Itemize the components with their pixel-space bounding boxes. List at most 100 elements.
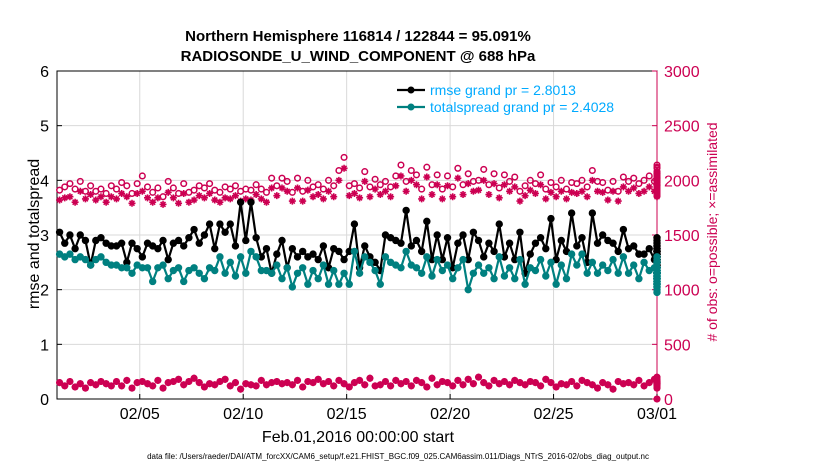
- y-tick-label-right: 0: [664, 392, 673, 409]
- obs-possible-marker: [350, 180, 358, 188]
- obs-possible-marker: [268, 174, 276, 182]
- obs-assimilated-marker: [87, 191, 95, 199]
- obs-assimilated-marker: [423, 173, 431, 181]
- obs-assimilated-marker: [262, 381, 270, 389]
- obs-assimilated-marker: [433, 181, 441, 189]
- totalspread-point: [330, 266, 338, 275]
- obs-assimilated-marker: [625, 187, 633, 195]
- obs-assimilated-marker: [531, 379, 539, 387]
- obs-possible-marker: [56, 186, 64, 194]
- obs-assimilated-marker: [387, 193, 395, 201]
- totalspread-point: [123, 264, 131, 272]
- obs-assimilated-marker: [200, 383, 208, 391]
- rmse-point: [216, 220, 224, 228]
- obs-assimilated-marker: [599, 379, 607, 387]
- obs-assimilated-marker: [164, 188, 172, 196]
- obs-assimilated-marker: [118, 189, 126, 197]
- rmse-point: [293, 253, 302, 261]
- totalspread-point: [195, 269, 203, 277]
- rmse-point: [402, 206, 410, 215]
- obs-assimilated-marker: [206, 189, 214, 197]
- obs-possible-marker: [480, 165, 488, 173]
- obs-assimilated-marker: [107, 382, 115, 390]
- obs-assimilated-marker: [97, 193, 105, 201]
- rmse-point: [138, 253, 147, 261]
- obs-possible-marker: [619, 173, 627, 181]
- obs-possible-marker: [609, 177, 617, 185]
- obs-assimilated-marker: [361, 381, 369, 389]
- obs-assimilated-marker: [526, 186, 534, 194]
- obs-assimilated-marker: [449, 193, 457, 201]
- obs-possible-marker: [288, 188, 296, 196]
- rmse-point: [185, 234, 193, 242]
- y-tick-label-left: 2: [40, 283, 49, 300]
- obs-assimilated-marker: [568, 188, 576, 196]
- obs-possible-marker: [304, 176, 312, 184]
- obs-assimilated-marker: [56, 379, 64, 387]
- obs-assimilated-marker: [304, 378, 312, 386]
- obs-assimilated-marker: [552, 383, 560, 391]
- obs-assimilated-marker: [573, 189, 581, 197]
- obs-possible-marker: [123, 182, 131, 190]
- totalspread-point: [273, 261, 281, 269]
- obs-assimilated-marker: [325, 187, 333, 195]
- totalspread-point: [417, 269, 426, 277]
- obs-assimilated-marker: [87, 379, 95, 387]
- obs-assimilated-marker: [438, 195, 446, 203]
- obs-assimilated-marker: [61, 194, 69, 202]
- y-tick-label-left: 3: [40, 228, 49, 245]
- totalspread-point: [216, 253, 224, 261]
- totalspread-point: [552, 280, 560, 288]
- obs-assimilated-marker: [480, 379, 488, 387]
- obs-assimilated-marker: [144, 380, 152, 388]
- rmse-point: [645, 244, 653, 253]
- obs-assimilated-marker: [221, 194, 229, 202]
- obs-assimilated-marker: [138, 187, 146, 195]
- obs-assimilated-marker: [588, 381, 596, 389]
- obs-assimilated-marker: [423, 383, 431, 391]
- rmse-point: [242, 236, 250, 245]
- obs-assimilated-marker: [268, 184, 276, 192]
- obs-possible-marker: [216, 188, 224, 196]
- obs-assimilated-marker: [464, 180, 472, 188]
- rmse-point: [542, 244, 550, 253]
- totalspread-point: [231, 272, 240, 280]
- obs-assimilated-marker: [475, 373, 483, 381]
- y-tick-label-left: 1: [40, 337, 49, 354]
- obs-assimilated-marker: [66, 193, 74, 201]
- totalspread-point: [324, 280, 333, 288]
- rmse-point: [433, 231, 441, 239]
- obs-assimilated-marker: [407, 382, 415, 390]
- rmse-point: [133, 244, 141, 253]
- obs-possible-marker: [645, 172, 653, 180]
- obs-assimilated-marker: [635, 376, 643, 384]
- obs-possible-marker: [547, 178, 555, 187]
- obs-assimilated-marker: [268, 379, 276, 387]
- x-tick-label: 02/15: [327, 406, 367, 423]
- chart-title-line-1: Northern Hemisphere 116814 / 122844 = 95…: [185, 28, 531, 45]
- obs-assimilated-marker: [614, 378, 622, 386]
- totalspread-point: [345, 280, 353, 288]
- obs-possible-marker: [371, 175, 379, 183]
- obs-possible-marker: [407, 166, 415, 175]
- rmse-point: [614, 247, 622, 256]
- rmse-point: [593, 239, 602, 247]
- obs-assimilated-marker: [71, 383, 79, 391]
- obs-assimilated-marker: [185, 198, 193, 206]
- obs-assimilated-marker: [112, 378, 120, 386]
- rmse-point: [598, 231, 607, 239]
- totalspread-point: [438, 266, 447, 275]
- obs-possible-marker: [154, 184, 162, 192]
- obs-assimilated-marker: [653, 395, 661, 403]
- obs-possible-marker: [376, 181, 384, 189]
- y-tick-label-right: 1500: [664, 228, 700, 245]
- obs-assimilated-marker: [262, 198, 270, 206]
- obs-assimilated-marker: [531, 189, 539, 197]
- obs-assimilated-marker: [506, 381, 514, 389]
- totalspread-point: [174, 264, 183, 272]
- obs-assimilated-marker: [294, 184, 302, 192]
- obs-assimilated-marker: [397, 380, 405, 388]
- totalspread-point: [531, 266, 540, 275]
- obs-possible-marker: [511, 173, 519, 181]
